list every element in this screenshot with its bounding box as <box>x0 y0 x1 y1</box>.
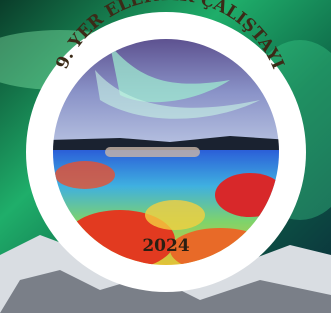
heat-spot <box>55 161 115 189</box>
year: 2024 <box>142 236 189 256</box>
reflection <box>105 147 200 157</box>
heat-spot <box>145 200 205 230</box>
logo: 9. YER ELEKTİK ÇALIŞTAYI 2024 <box>0 0 331 313</box>
page: 9. YER ELEKTİK ÇALIŞTAYI 2024 (() => { c… <box>0 0 331 313</box>
